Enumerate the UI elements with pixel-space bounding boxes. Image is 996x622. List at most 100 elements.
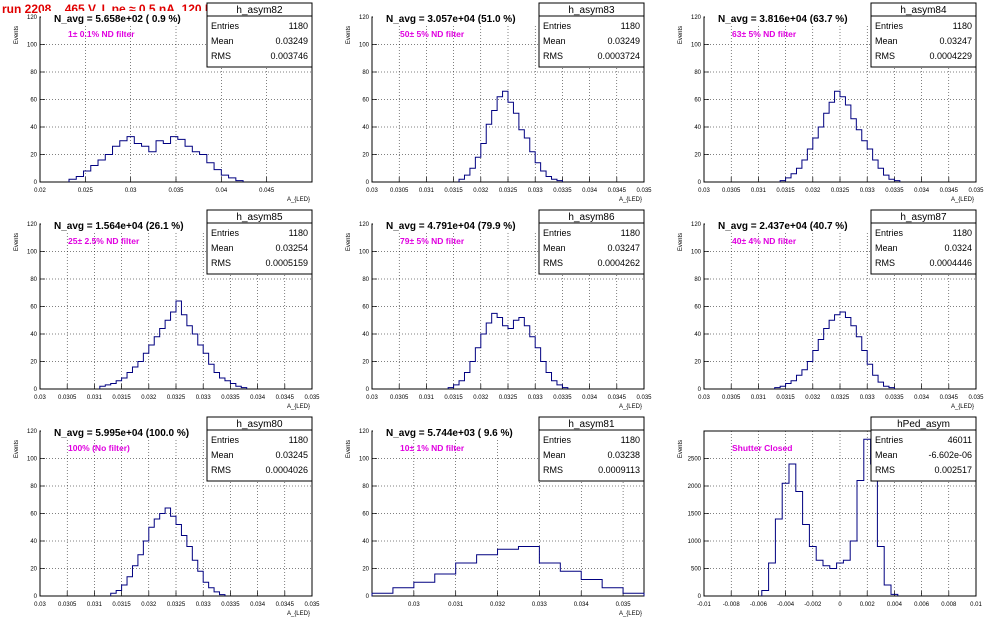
y-tick-label: 0 <box>698 387 702 393</box>
stats-entries-value: 1180 <box>953 228 972 238</box>
title-box <box>373 11 548 25</box>
histogram-bin <box>837 563 844 596</box>
y-tick-label: 120 <box>27 429 38 435</box>
stats-title: h_asym81 <box>568 419 615 430</box>
x-tick-label: 0.0335 <box>221 395 240 401</box>
x-tick-label: 0.034 <box>250 602 266 608</box>
x-tick-label: 0.0325 <box>167 395 186 401</box>
panel-title: N_avg = 4.791e+04 (79.9 %) <box>386 221 516 232</box>
histogram-bin <box>143 353 148 389</box>
stats-mean-value: 0.0324 <box>944 243 972 253</box>
y-axis-label: Events <box>678 440 684 458</box>
stats-entries-value: 46011 <box>948 435 972 445</box>
histogram-bin <box>835 315 840 389</box>
histogram-bin <box>187 547 192 597</box>
y-tick-label: 100 <box>27 250 38 256</box>
histogram-bin <box>138 555 143 596</box>
y-tick-label: 20 <box>362 153 369 159</box>
histogram-bin <box>562 388 567 389</box>
histogram-bin <box>435 574 456 596</box>
histogram-panel-h_asym86: 0.03 0.0305 0.031 0.0315 0.032 0.0325 0.033 0.0… <box>346 209 652 410</box>
y-tick-label: 0 <box>34 594 38 600</box>
filter-annotation: 10± 1% ND filter <box>400 443 465 453</box>
y-tick-label: 40 <box>30 539 37 545</box>
histogram-bin <box>454 385 459 389</box>
y-tick-label: 120 <box>27 15 38 21</box>
histogram-bin <box>524 326 529 389</box>
x-tick-label: 0.0345 <box>276 395 295 401</box>
y-tick-label: 20 <box>30 153 37 159</box>
histogram-bin <box>816 560 823 596</box>
histogram-bin <box>775 519 782 596</box>
stats-rms-value: 0.0004026 <box>265 465 308 475</box>
histogram-bin <box>857 481 864 597</box>
histogram-bin <box>513 320 518 389</box>
stats-entries-label: Entries <box>211 21 240 31</box>
histogram-bin <box>530 337 535 389</box>
histogram-bin <box>871 464 878 596</box>
title-box <box>373 218 548 232</box>
histogram-bin <box>873 160 878 182</box>
histogram-panel-hPed_asym: -0.01 -0.008 -0.006 -0.004 -0.002 0 0.002 0.004… <box>678 416 982 608</box>
histogram-bin <box>200 155 207 183</box>
histogram-bin <box>160 329 165 390</box>
histogram-bin <box>840 97 845 182</box>
histogram-bin <box>535 163 540 182</box>
histogram-bin <box>780 386 785 389</box>
histogram-bin <box>198 345 203 389</box>
histogram-bin <box>176 301 181 389</box>
panel-title: N_avg = 5.995e+04 (100.0 %) <box>54 428 189 439</box>
x-tick-label: 0.0345 <box>940 188 959 194</box>
x-tick-label: 0.035 <box>636 395 652 401</box>
y-tick-label: 60 <box>30 512 37 518</box>
x-tick-label: 0.034 <box>914 395 930 401</box>
y-tick-label: 80 <box>30 484 37 490</box>
histogram-bin <box>623 593 644 596</box>
histogram-bin <box>192 560 197 596</box>
histogram-bin <box>470 168 475 182</box>
histogram-bin <box>530 152 535 182</box>
histogram-line <box>447 312 569 389</box>
histogram-bin <box>105 155 112 183</box>
histogram-bin <box>69 179 76 182</box>
histogram-bin <box>850 541 857 596</box>
histogram-bin <box>884 386 889 389</box>
x-axis-label: A_{LED} <box>951 197 974 203</box>
filter-annotation: 79± 5% ND filter <box>400 236 465 246</box>
histogram-bin <box>539 563 560 596</box>
histogram-bin <box>464 373 469 390</box>
x-tick-label: 0.032 <box>141 395 157 401</box>
x-tick-label: 0.03 <box>698 188 710 194</box>
histogram-bin <box>91 166 98 183</box>
histogram-bin <box>835 91 840 182</box>
y-tick-label: 0 <box>34 387 38 393</box>
stats-title: h_asym87 <box>900 212 947 223</box>
x-tick-label: 0.035 <box>304 395 320 401</box>
x-tick-label: 0.002 <box>860 602 876 608</box>
histogram-bin <box>481 334 486 389</box>
x-tick-label: 0.0335 <box>885 395 904 401</box>
histogram-panel-h_asym84: 0.03 0.0305 0.031 0.0315 0.032 0.0325 0.033 0.0… <box>678 2 984 203</box>
stats-box <box>538 416 645 482</box>
y-tick-label: 1500 <box>688 512 702 518</box>
histogram-panel-h_asym80: 0.03 0.0305 0.031 0.0315 0.032 0.0325 0.033 0.0… <box>14 416 320 617</box>
histogram-bin <box>791 381 796 389</box>
x-tick-label: 0.034 <box>582 188 598 194</box>
x-tick-label: 0.03 <box>34 395 46 401</box>
histogram-bin <box>503 91 508 182</box>
x-axis-label: A_{LED} <box>287 611 310 617</box>
x-tick-label: 0.031 <box>87 395 103 401</box>
x-tick-label: 0.006 <box>914 602 930 608</box>
histogram-bin <box>791 174 796 182</box>
x-tick-label: 0.04 <box>215 188 227 194</box>
histogram-bin <box>830 569 837 597</box>
stats-entries-value: 1180 <box>289 228 308 238</box>
histogram-bin <box>203 353 208 389</box>
histogram-bin <box>105 385 110 389</box>
histogram-bin <box>864 439 871 596</box>
histogram-bin <box>818 340 823 390</box>
y-tick-label: 1000 <box>688 539 702 545</box>
y-tick-label: 40 <box>694 125 701 131</box>
stats-entries-value: 1180 <box>953 21 972 31</box>
y-tick-label: 120 <box>691 15 702 21</box>
